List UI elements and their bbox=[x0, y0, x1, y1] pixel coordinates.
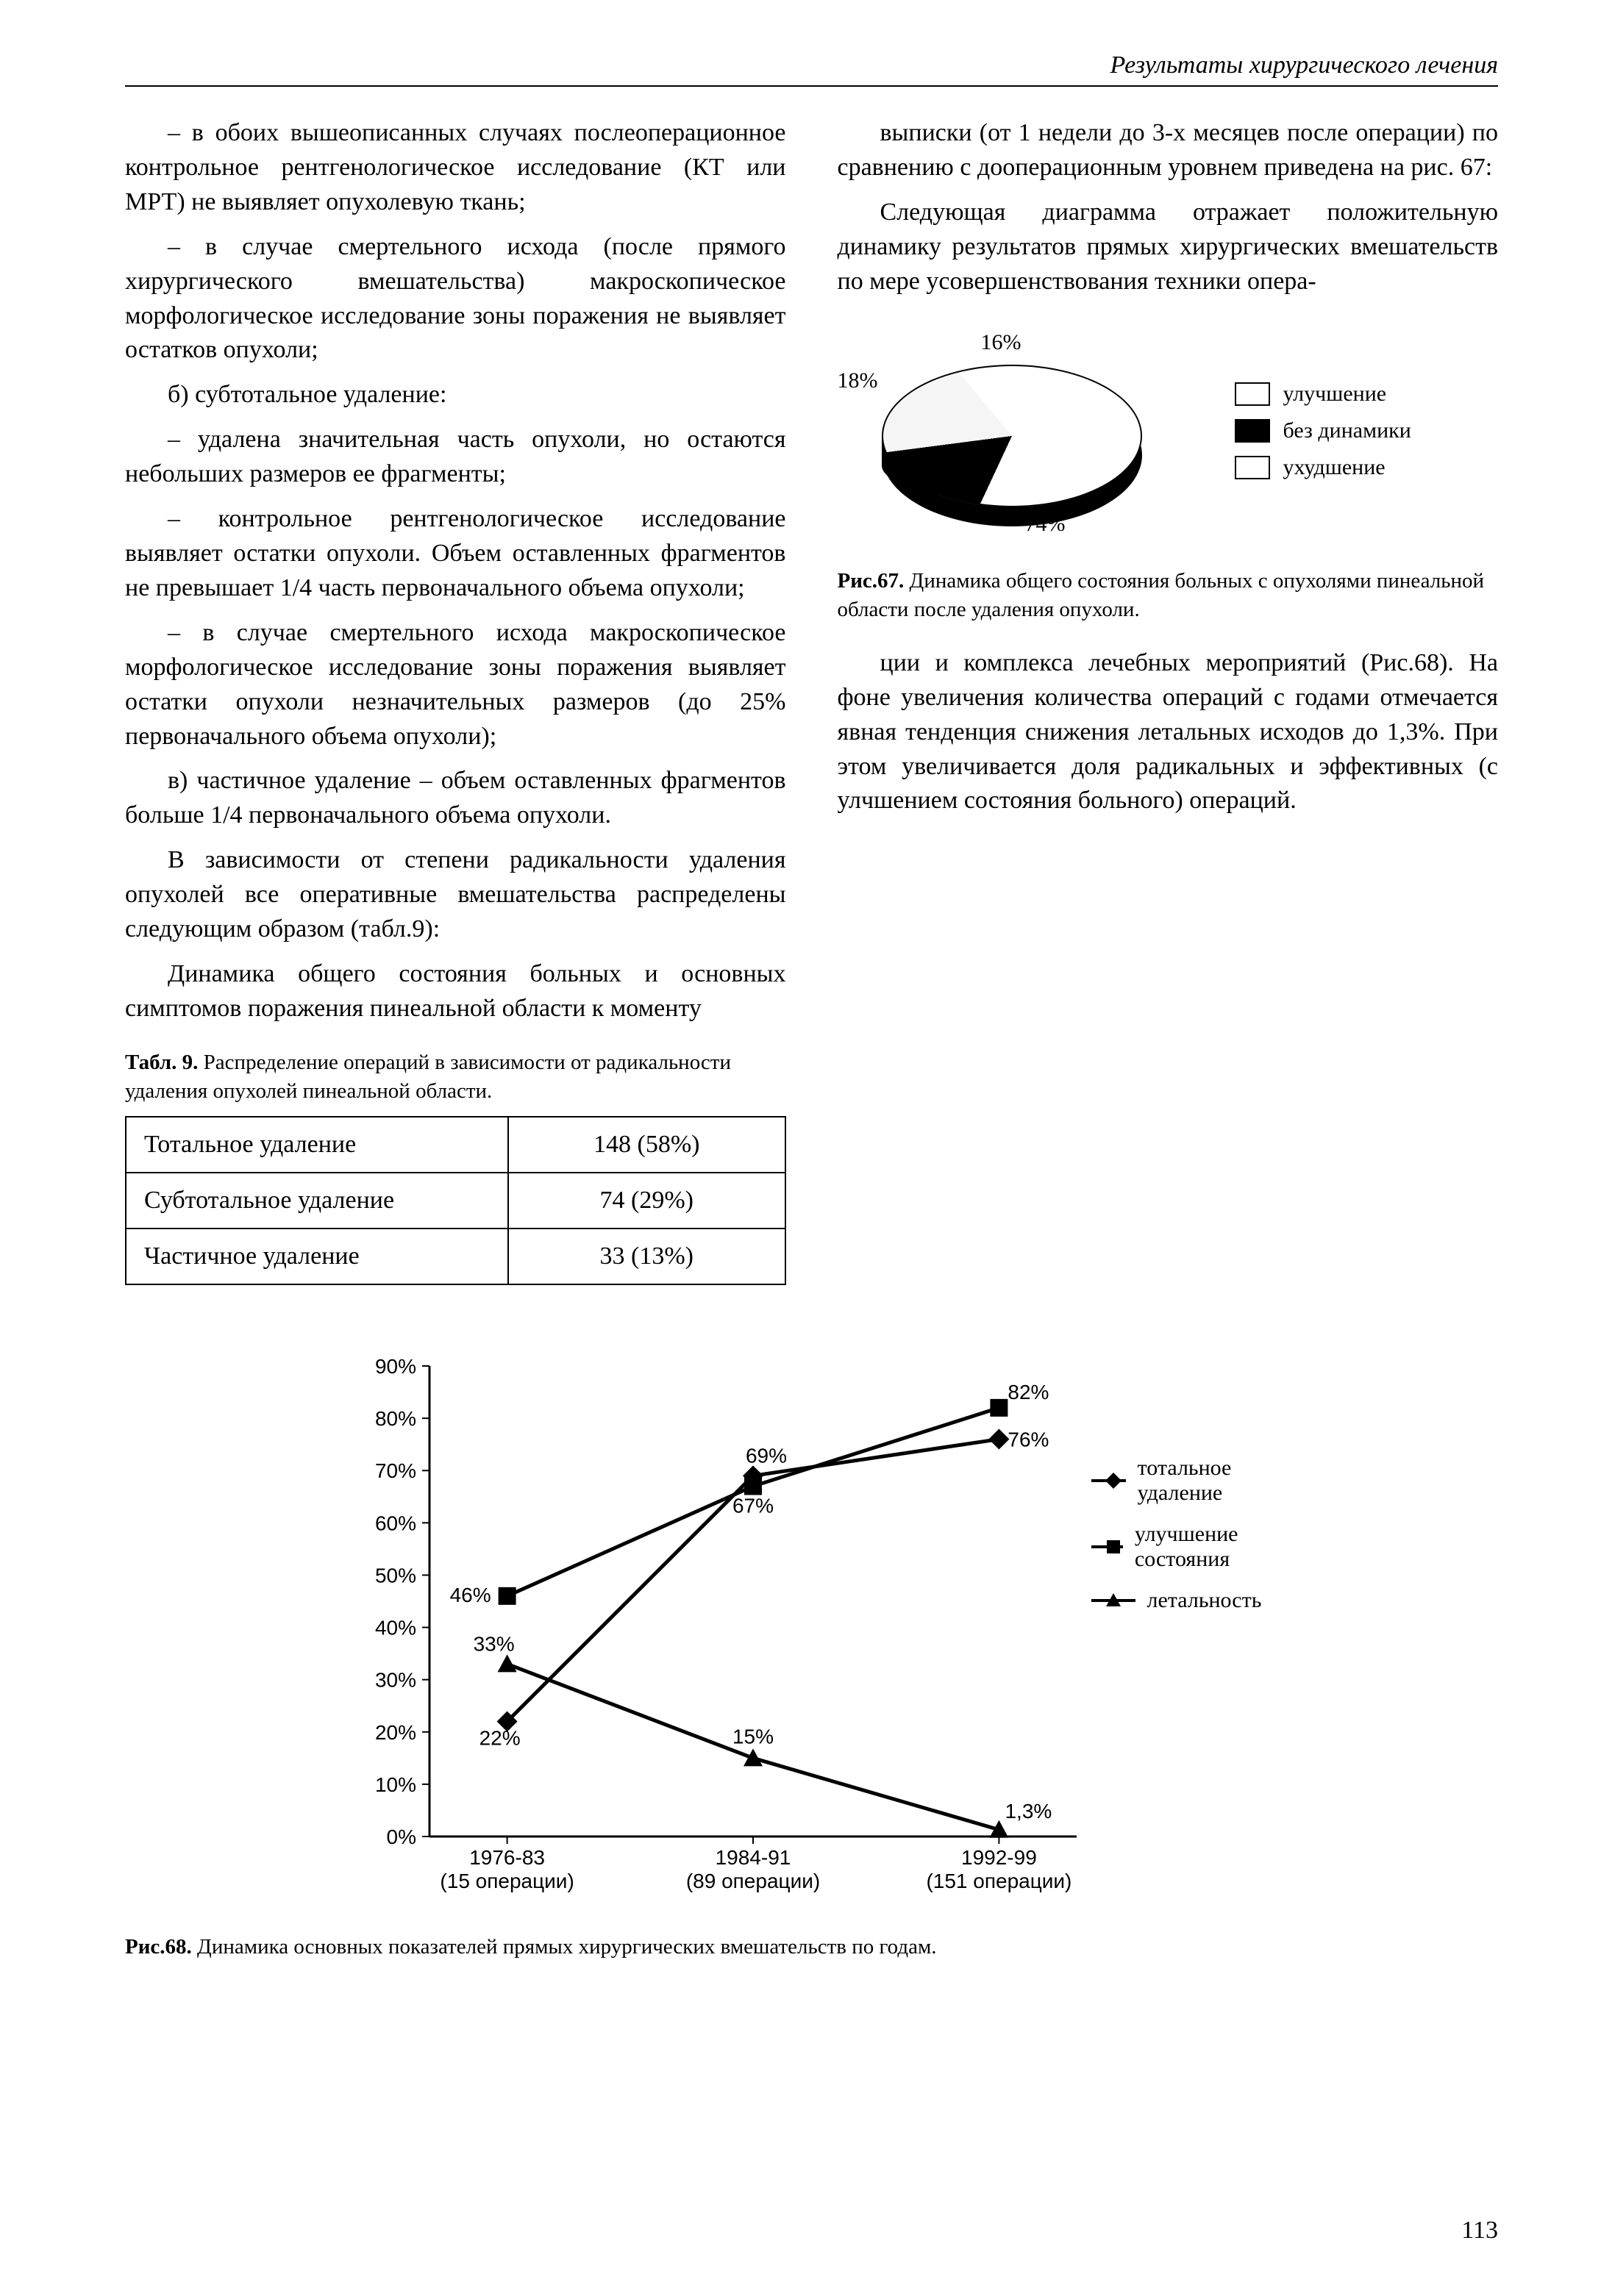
table9-caption: Табл. 9. Распределение операций в зависи… bbox=[125, 1048, 786, 1106]
svg-text:15%: 15% bbox=[732, 1725, 773, 1748]
running-head: Результаты хирургического лечения bbox=[125, 51, 1498, 87]
para: выписки (от 1 недели до 3-х месяцев посл… bbox=[838, 116, 1499, 185]
svg-text:(89 операции): (89 операции) bbox=[685, 1870, 819, 1892]
legend-text: улучшение состояния bbox=[1135, 1522, 1283, 1572]
svg-text:67%: 67% bbox=[732, 1495, 773, 1517]
para: в) частичное удаление – объем оставленны… bbox=[125, 764, 786, 833]
legend-text: без динамики bbox=[1283, 418, 1411, 443]
svg-text:82%: 82% bbox=[1008, 1381, 1049, 1403]
svg-text:22%: 22% bbox=[479, 1727, 520, 1750]
svg-text:80%: 80% bbox=[374, 1407, 416, 1430]
svg-text:20%: 20% bbox=[374, 1721, 416, 1744]
fig68-caption: Рис.68. Динамика основных показателей пр… bbox=[125, 1933, 1498, 1961]
legend-text: улучшение bbox=[1283, 382, 1387, 407]
para: – удалена значительная часть опухоли, но… bbox=[125, 423, 786, 492]
legend-text: тотальное удаление bbox=[1138, 1456, 1283, 1506]
fig68-line-chart: 0% 10% 20% 30% 40% 50% 60% 70% 80% 90% 1976-83(15 … bbox=[341, 1351, 1283, 1914]
svg-text:0%: 0% bbox=[386, 1825, 416, 1848]
table-row: Субтотальное удаление74 (29%) bbox=[126, 1173, 785, 1229]
svg-text:70%: 70% bbox=[374, 1459, 416, 1482]
svg-text:50%: 50% bbox=[374, 1564, 416, 1587]
svg-text:1976-83: 1976-83 bbox=[469, 1846, 545, 1869]
para: – в случае смертельного исхода макроскоп… bbox=[125, 616, 786, 754]
fig67-caption-b: Рис.67. bbox=[838, 569, 905, 593]
svg-text:1,3%: 1,3% bbox=[1005, 1800, 1052, 1823]
cell: Тотальное удаление bbox=[126, 1117, 508, 1173]
para: – контрольное рентгенологическое исследо… bbox=[125, 502, 786, 606]
pie-label-16: 16% bbox=[981, 330, 1021, 355]
cell: Частичное удаление bbox=[126, 1229, 508, 1284]
svg-text:46%: 46% bbox=[449, 1584, 491, 1606]
fig67-legend: улучшение без динамики ухудшение bbox=[1235, 370, 1411, 492]
legend-swatch bbox=[1235, 456, 1270, 479]
fig68-caption-b: Рис.68. bbox=[125, 1935, 192, 1959]
cell: 74 (29%) bbox=[508, 1173, 785, 1229]
legend-text: ухудшение bbox=[1283, 455, 1386, 480]
svg-text:10%: 10% bbox=[374, 1773, 416, 1796]
para: б) субтотальное удаление: bbox=[125, 378, 786, 412]
table9-caption-b: Табл. 9. bbox=[125, 1051, 198, 1074]
svg-text:(15 операции): (15 операции) bbox=[440, 1870, 574, 1892]
svg-text:40%: 40% bbox=[374, 1617, 416, 1639]
svg-text:69%: 69% bbox=[745, 1444, 786, 1467]
para: – в случае смертельного исхода (после пр… bbox=[125, 230, 786, 368]
legend-swatch bbox=[1235, 382, 1270, 406]
svg-text:90%: 90% bbox=[374, 1355, 416, 1378]
cell: 33 (13%) bbox=[508, 1229, 785, 1284]
svg-text:30%: 30% bbox=[374, 1669, 416, 1692]
table9: Тотальное удаление148 (58%) Субтотальное… bbox=[125, 1116, 786, 1285]
fig68-svg: 0% 10% 20% 30% 40% 50% 60% 70% 80% 90% 1976-83(15 … bbox=[341, 1351, 1283, 1910]
pie-label-74: 74% bbox=[1025, 512, 1066, 537]
table-row: Частичное удаление33 (13%) bbox=[126, 1229, 785, 1284]
left-column: – в обоих вышеописанных случаях послеопе… bbox=[125, 116, 786, 1285]
fig67-caption-t: Динамика общего состояния больных с опух… bbox=[838, 569, 1485, 621]
svg-text:(151 операции): (151 операции) bbox=[926, 1870, 1072, 1892]
table-row: Тотальное удаление148 (58%) bbox=[126, 1117, 785, 1173]
para: Следующая диаграмма отражает положительн… bbox=[838, 196, 1499, 299]
fig67-pie-chart: 16% 18% 74% улучшение без динамики ухудш… bbox=[838, 310, 1499, 552]
fig68-caption-t: Динамика основных показателей прямых хир… bbox=[192, 1935, 937, 1959]
legend-swatch bbox=[1235, 419, 1270, 443]
fig67-caption: Рис.67. Динамика общего состояния больны… bbox=[838, 567, 1499, 624]
legend-text: летальность bbox=[1147, 1588, 1262, 1613]
table9-caption-t: Распределение операций в зависимости от … bbox=[125, 1051, 731, 1103]
svg-text:76%: 76% bbox=[1008, 1428, 1049, 1451]
page-number: 113 bbox=[1461, 2217, 1498, 2245]
svg-text:33%: 33% bbox=[473, 1632, 514, 1655]
fig68-legend: тотальное удаление улучшение состояния л… bbox=[1091, 1440, 1283, 1629]
svg-text:60%: 60% bbox=[374, 1512, 416, 1534]
svg-text:1984-91: 1984-91 bbox=[715, 1846, 791, 1869]
pie-label-18: 18% bbox=[838, 368, 878, 393]
para: В зависимости от степени радикальности у… bbox=[125, 843, 786, 947]
cell: Субтотальное удаление bbox=[126, 1173, 508, 1229]
svg-text:1992-99: 1992-99 bbox=[961, 1846, 1037, 1869]
para: – в обоих вышеописанных случаях послеопе… bbox=[125, 116, 786, 220]
para: ции и комплекса лечебных мероприятий (Ри… bbox=[838, 646, 1499, 819]
cell: 148 (58%) bbox=[508, 1117, 785, 1173]
para: Динамика общего состояния больных и осно… bbox=[125, 957, 786, 1026]
right-column: выписки (от 1 недели до 3-х месяцев посл… bbox=[838, 116, 1499, 1285]
